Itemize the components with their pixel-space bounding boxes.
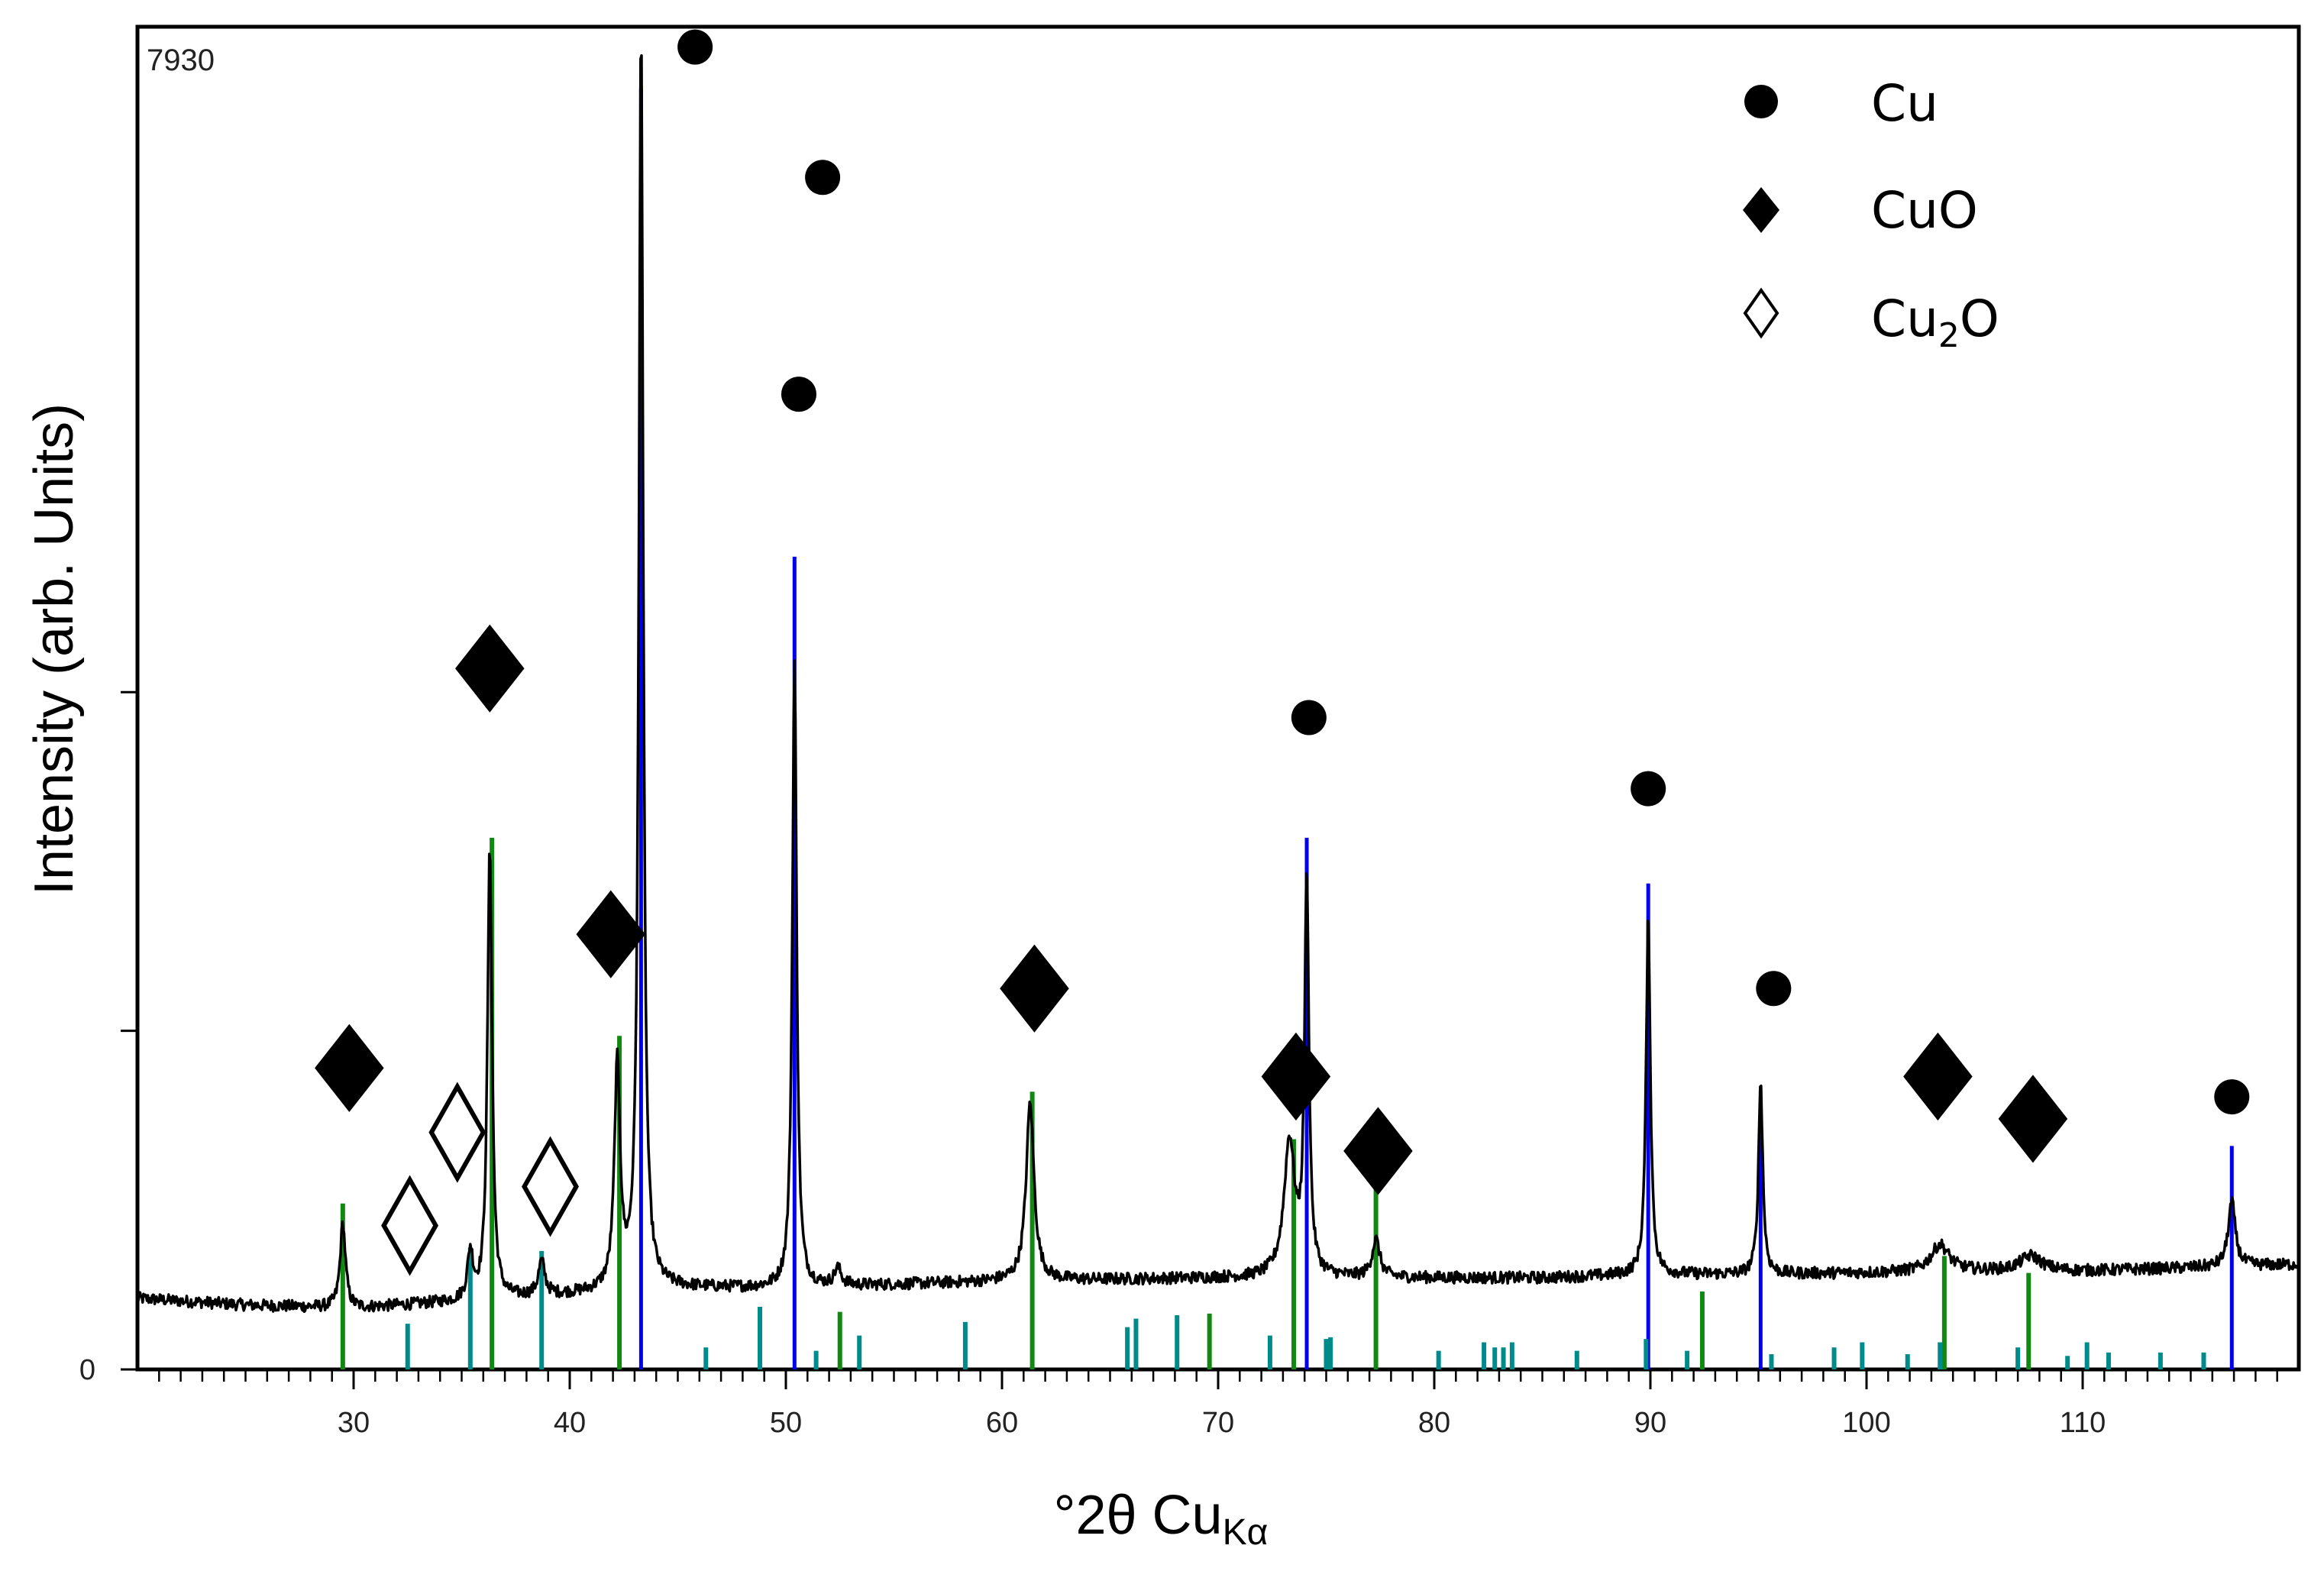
x-tick-label-30: 30: [338, 1407, 370, 1439]
legend-cu2o-label: Cu2O: [1871, 289, 1999, 355]
marker-cu-5: [1756, 971, 1792, 1007]
x-tick-label-100: 100: [1842, 1407, 1890, 1439]
marker-cu-3: [1291, 700, 1327, 736]
marker-cuo-8: [455, 624, 525, 713]
marker-cu2o-17: [522, 1136, 579, 1237]
marker-cuo-10: [1000, 944, 1069, 1033]
marker-cu-4: [1631, 771, 1666, 807]
y-axis-title: Intensity (arb. Units): [24, 403, 85, 895]
marker-cuo-11: [1261, 1032, 1331, 1121]
legend-cu-marker: [1744, 85, 1778, 118]
marker-cu2o-16: [428, 1081, 486, 1183]
legend: Cu CuO Cu2O: [1743, 74, 1999, 355]
x-tick-label-40: 40: [554, 1407, 586, 1439]
legend-cu2o-marker: [1743, 287, 1779, 339]
y-axis-ticks: [121, 690, 137, 1371]
x-tick-label-80: 80: [1418, 1407, 1450, 1439]
legend-cuo-label: CuO: [1871, 181, 1978, 240]
x-tick-label-60: 60: [986, 1407, 1018, 1439]
marker-cu-0: [677, 29, 713, 65]
x-axis-title: °2θ CuKα: [1054, 1485, 1269, 1553]
marker-cuo-7: [315, 1023, 384, 1113]
y-tick-label-0: 0: [79, 1354, 95, 1386]
x-axis-ticks: 30 40 50 60 70 80 90 100 110: [158, 1369, 2278, 1439]
measured-pattern-line: [136, 53, 2300, 1314]
marker-cu-2: [781, 377, 816, 412]
marker-cuo-12: [1343, 1107, 1413, 1195]
marker-cuo-14: [1998, 1075, 2068, 1163]
x-tick-label-90: 90: [1634, 1407, 1666, 1439]
x-tick-label-70: 70: [1202, 1407, 1234, 1439]
y-max-label: 7930: [147, 44, 215, 77]
reference-lines: [340, 87, 2234, 1369]
marker-cuo-13: [1903, 1032, 1973, 1121]
x-tick-label-110: 110: [2060, 1407, 2106, 1439]
legend-cu-label: Cu: [1871, 74, 1938, 133]
marker-cu2o-15: [381, 1175, 439, 1276]
marker-cu-1: [805, 160, 841, 196]
legend-cuo-marker: [1743, 187, 1779, 233]
phase-markers: [315, 29, 2250, 1276]
marker-cu-6: [2214, 1079, 2250, 1115]
marker-cuo-9: [576, 890, 646, 978]
x-tick-label-50: 50: [770, 1407, 802, 1439]
